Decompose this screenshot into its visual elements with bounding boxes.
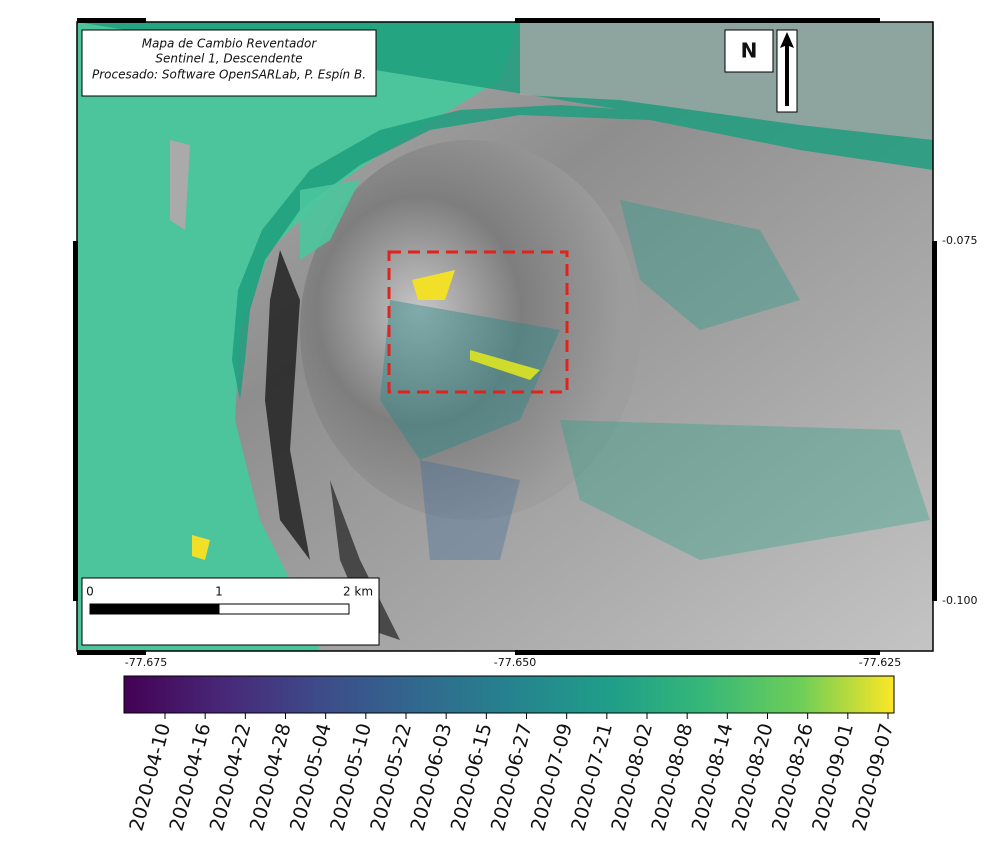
scale-bar: 0 1 2 km — [81, 577, 380, 646]
scale-label: 1 — [215, 585, 223, 599]
latitude-label: -0.075 — [942, 234, 977, 247]
title-line: Mapa de Cambio Reventador — [142, 37, 318, 51]
map-area — [77, 22, 933, 651]
hillshade-northeast — [520, 22, 933, 140]
frame-segment — [77, 18, 146, 23]
caldera-rim-band — [77, 22, 933, 400]
focus-rectangle — [387, 250, 569, 394]
latitude-label: -0.100 — [942, 594, 977, 607]
frame-segment — [932, 241, 937, 601]
title-box: Mapa de Cambio Reventador Sentinel 1, De… — [81, 29, 377, 97]
scale-label: 0 — [86, 585, 94, 599]
change-patch — [620, 200, 800, 330]
north-box — [724, 29, 774, 73]
change-patch — [300, 180, 360, 260]
change-patch — [420, 460, 520, 560]
title-box-frame — [81, 29, 377, 97]
frame-segment — [515, 18, 880, 23]
yellow-change-patch — [470, 350, 540, 380]
arrow — [780, 32, 794, 106]
yellow-change-patch — [412, 270, 455, 300]
colorbar — [123, 675, 895, 714]
yellow-change-patch — [192, 535, 210, 560]
volcanic-cone — [300, 140, 640, 520]
title-line: Sentinel 1, Descendente — [155, 52, 302, 66]
frame-segment — [77, 650, 146, 655]
longitude-label: -77.625 — [859, 656, 901, 669]
colorbar-tick-label: 2020-09-07 — [848, 721, 898, 833]
scale-label: 2 km — [343, 585, 373, 599]
scale-segment — [89, 603, 220, 615]
frame-segment — [515, 650, 880, 655]
longitude-label: -77.650 — [494, 656, 536, 669]
change-patch — [560, 420, 930, 560]
colorbar-ticks: 2020-04-102020-04-162020-04-222020-04-28… — [125, 713, 898, 833]
change-patch — [380, 300, 560, 460]
longitude-label: -77.675 — [125, 656, 167, 669]
frame-graticule — [73, 18, 937, 655]
rim-shadow — [265, 250, 310, 560]
title-line: Procesado: Software OpenSARLab, P. Espín… — [92, 68, 366, 82]
gray-gap — [170, 140, 190, 230]
scale-segment — [218, 603, 350, 615]
north-arrow: N — [724, 29, 798, 113]
north-label: N — [741, 39, 758, 63]
frame-segment — [73, 241, 78, 601]
